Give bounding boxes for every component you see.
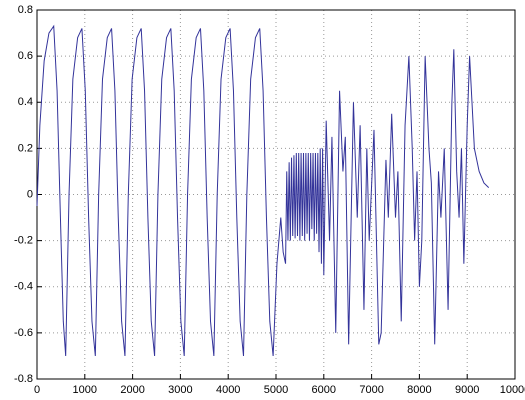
y-tick-label: -0.2: [14, 235, 33, 247]
y-tick-label: -0.6: [14, 327, 33, 339]
x-tick-label: 5000: [264, 384, 288, 396]
y-tick-label: 0.2: [18, 142, 33, 154]
x-tick-label: 8000: [407, 384, 431, 396]
x-tick-label: 10000: [500, 384, 525, 396]
line: [36, 24, 490, 356]
x-tick-label: 7000: [359, 384, 383, 396]
x-tick-label: 3000: [168, 384, 192, 396]
y-tick-label: 0.8: [18, 4, 33, 16]
y-tick-label: 0: [27, 188, 33, 200]
y-tick-label: 0.6: [18, 50, 33, 62]
x-tick-label: 1000: [73, 384, 97, 396]
x-tick-label: 2000: [120, 384, 144, 396]
x-tick-label: 4000: [216, 384, 240, 396]
x-tick-label: 0: [34, 384, 40, 396]
x-tick-label: 6000: [312, 384, 336, 396]
x-tick-label: 9000: [455, 384, 479, 396]
y-tick-label: -0.4: [14, 281, 33, 293]
y-tick-label: -0.8: [14, 373, 33, 385]
y-tick-label: 0.4: [18, 96, 33, 108]
